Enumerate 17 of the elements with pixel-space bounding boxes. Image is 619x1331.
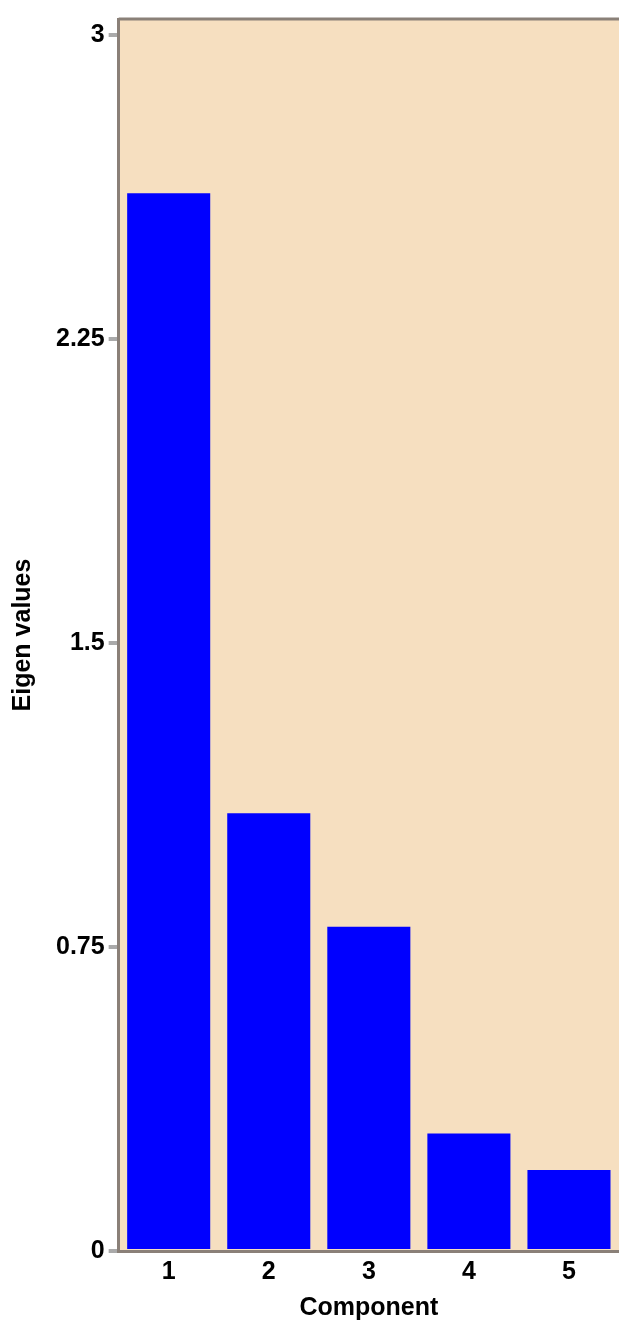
bar — [327, 926, 411, 1249]
y-tick-label: 2.25 — [55, 323, 105, 352]
y-tick-label: 0 — [90, 1234, 105, 1263]
y-tick-label: 1.5 — [69, 627, 105, 655]
x-tick-label: 1 — [161, 1255, 176, 1284]
y-axis-title: Eigen values — [6, 558, 35, 712]
bar — [227, 813, 311, 1249]
x-tick-label: 3 — [361, 1255, 376, 1284]
x-tick-label: 4 — [461, 1255, 476, 1284]
y-tick-label: 3 — [90, 19, 105, 48]
x-tick-label: 2 — [261, 1255, 276, 1284]
bar — [127, 193, 211, 1249]
bar — [427, 1133, 511, 1249]
x-tick-label: 5 — [562, 1255, 577, 1284]
bar — [527, 1169, 611, 1249]
x-axis-title: Component — [299, 1291, 439, 1320]
y-tick-label: 0.75 — [55, 930, 105, 959]
